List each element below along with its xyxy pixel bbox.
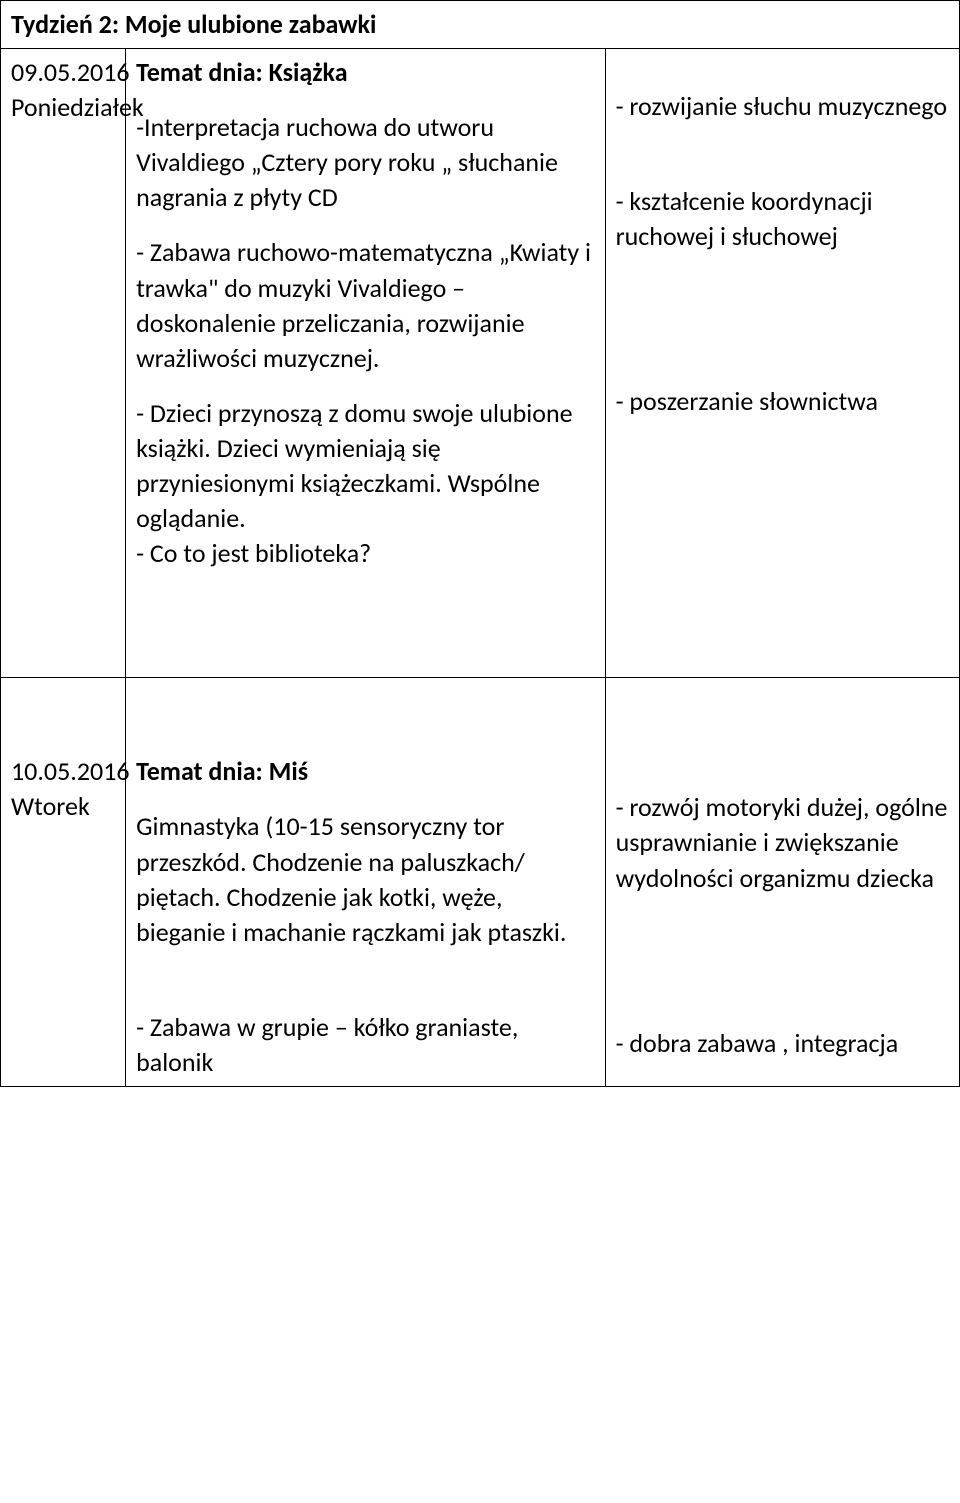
table-header-row: Tydzień 2: Moje ulubione zabawki: [1, 1, 960, 49]
goal-item: - dobra zabawa , integracja: [616, 1026, 949, 1061]
activity-item: - Zabawa ruchowo-matematyczna „Kwiaty i …: [136, 235, 594, 375]
activities-cell: Temat dnia: Książka -Interpretacja rucho…: [126, 49, 605, 678]
topic-label: Temat dnia: Książka: [136, 55, 594, 90]
goal-item: - poszerzanie słownictwa: [616, 384, 949, 419]
lesson-plan-table: Tydzień 2: Moje ulubione zabawki 09.05.2…: [0, 0, 960, 1087]
activity-item: - Dzieci przynoszą z domu swoje ulubione…: [136, 396, 594, 571]
activities-cell: Temat dnia: Miś Gimnastyka (10-15 sensor…: [126, 678, 605, 1087]
activity-item: - Zabawa w grupie – kółko graniaste, bal…: [136, 1010, 594, 1080]
goals-cell: - rozwój motoryki dużej, ogólne usprawni…: [605, 678, 959, 1087]
activity-item: Gimnastyka (10-15 sensoryczny tor przesz…: [136, 809, 594, 949]
week-title: Tydzień 2: Moje ulubione zabawki: [1, 1, 960, 49]
day-text: Poniedziałek: [11, 91, 144, 123]
table-row: 09.05.2016 Poniedziałek Temat dnia: Ksią…: [1, 49, 960, 678]
date-text: 10.05.2016: [11, 755, 130, 787]
goals-cell: - rozwijanie słuchu muzycznego - kształc…: [605, 49, 959, 678]
goal-item: - rozwijanie słuchu muzycznego: [616, 89, 949, 124]
day-text: Wtorek: [11, 790, 90, 822]
goal-item: - rozwój motoryki dużej, ogólne usprawni…: [616, 790, 949, 895]
date-text: 09.05.2016: [11, 56, 130, 88]
table-row: 10.05.2016 Wtorek Temat dnia: Miś Gimnas…: [1, 678, 960, 1087]
date-day-cell: 10.05.2016 Wtorek: [1, 678, 126, 1087]
goal-item: - kształcenie koordynacji ruchowej i słu…: [616, 184, 949, 254]
date-day-cell: 09.05.2016 Poniedziałek: [1, 49, 126, 678]
topic-label: Temat dnia: Miś: [136, 754, 594, 789]
activity-item: -Interpretacja ruchowa do utworu Vivaldi…: [136, 110, 594, 215]
